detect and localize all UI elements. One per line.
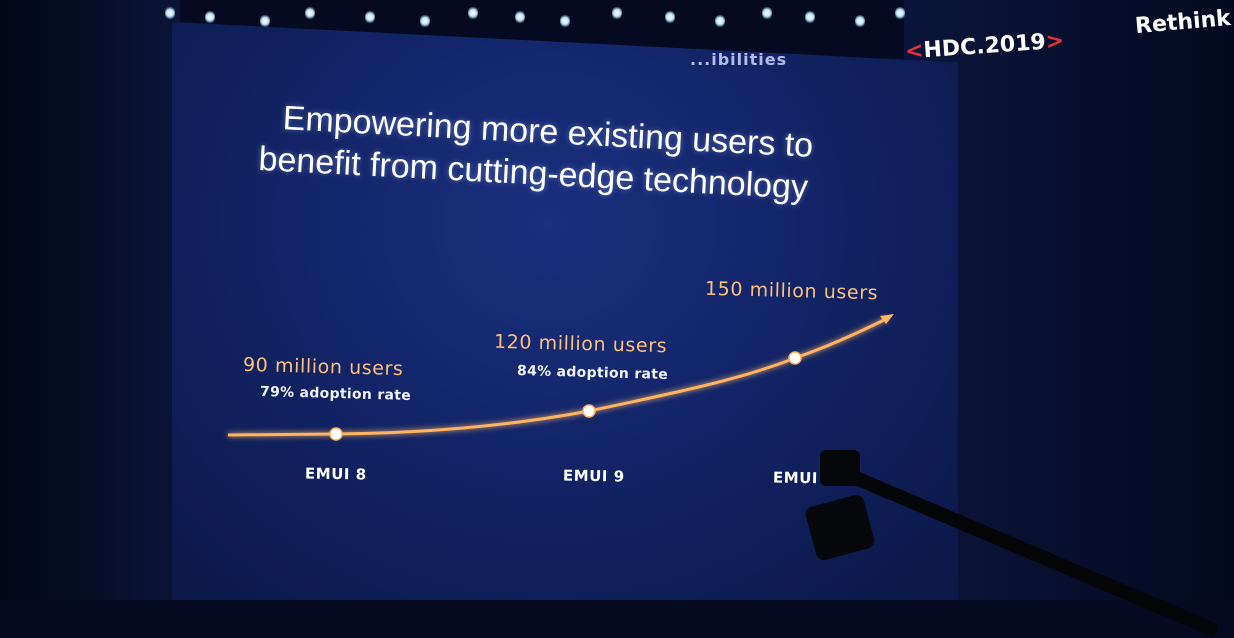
stage-light (805, 10, 815, 24)
stage-light (205, 10, 215, 24)
data-label: 150 million users (704, 277, 879, 305)
stage-light (895, 6, 905, 20)
x-tick-label: EMUI 9 (562, 466, 625, 486)
stage-light (515, 10, 525, 24)
data-label: 120 million users (493, 330, 668, 358)
stage-light (855, 14, 865, 28)
growth-chart (227, 314, 894, 441)
room-left-wall (0, 0, 180, 600)
stage-light (612, 6, 622, 20)
stage-light (420, 14, 430, 28)
truss-text: ...ibilities (690, 50, 788, 69)
data-point (582, 404, 596, 418)
arrow-head (880, 314, 894, 324)
stage-light (762, 6, 772, 20)
data-point (788, 351, 802, 365)
stage-light (468, 6, 478, 20)
series-line (227, 316, 889, 437)
stage-light (165, 6, 175, 20)
stage-light (560, 14, 570, 28)
x-tick-label: EMUI 8 (304, 464, 367, 484)
camera-crane-joint (820, 450, 860, 486)
stage-light (715, 14, 725, 28)
stage-light (305, 6, 315, 20)
stage-light (260, 14, 270, 28)
data-point (329, 427, 343, 441)
data-label: 90 million users (242, 353, 404, 381)
stage-lights (150, 0, 910, 40)
room-right-wall (904, 0, 1234, 600)
stage-light (365, 10, 375, 24)
stage-light (665, 10, 675, 24)
